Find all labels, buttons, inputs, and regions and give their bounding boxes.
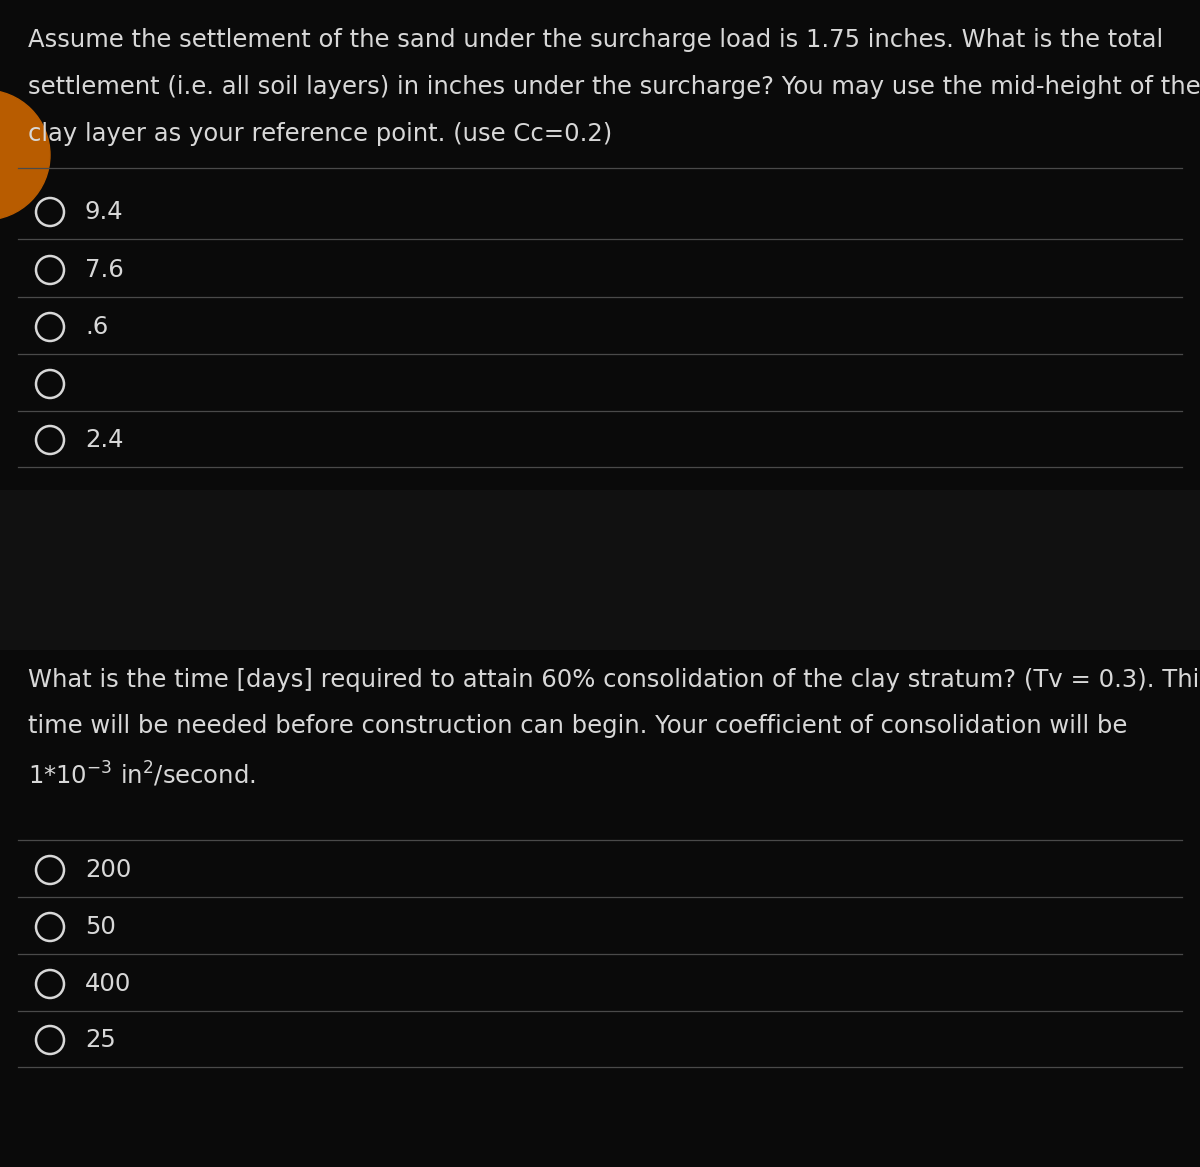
Text: time will be needed before construction can begin. Your coefficient of consolida: time will be needed before construction …	[28, 714, 1127, 738]
Text: Assume the settlement of the sand under the surcharge load is 1.75 inches. What : Assume the settlement of the sand under …	[28, 28, 1163, 53]
Text: settlement (i.e. all soil layers) in inches under the surcharge? You may use the: settlement (i.e. all soil layers) in inc…	[28, 75, 1200, 99]
Text: 400: 400	[85, 972, 131, 995]
Text: 9.4: 9.4	[85, 200, 124, 224]
Text: 25: 25	[85, 1028, 115, 1051]
Text: 50: 50	[85, 915, 116, 939]
Text: What is the time [days] required to attain 60% consolidation of the clay stratum: What is the time [days] required to atta…	[28, 668, 1200, 692]
Text: 7.6: 7.6	[85, 258, 124, 282]
Text: clay layer as your reference point. (use Cc=0.2): clay layer as your reference point. (use…	[28, 123, 612, 146]
Bar	[0, 490, 1200, 650]
Bar	[0, 470, 1200, 490]
Text: 2.4: 2.4	[85, 428, 124, 452]
Text: .6: .6	[85, 315, 108, 338]
Circle shape	[0, 90, 50, 221]
Text: 200: 200	[85, 858, 131, 882]
Text: 1*10$^{-3}$ in$^{2}$/second.: 1*10$^{-3}$ in$^{2}$/second.	[28, 760, 256, 789]
